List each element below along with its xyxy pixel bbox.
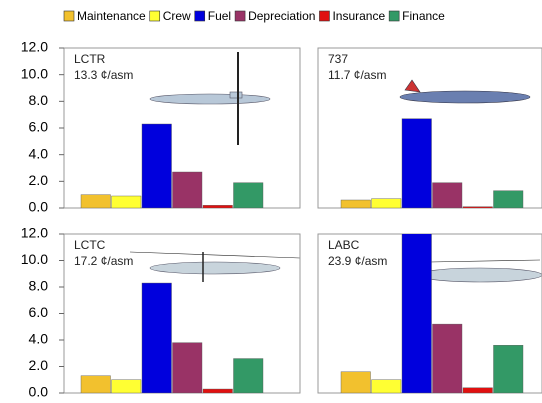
y-tick-label: 10.0 — [21, 65, 48, 81]
bar — [141, 282, 172, 393]
y-tick-label: 6.0 — [29, 119, 49, 135]
panel-subtitle: 13.3 ¢/asm — [74, 68, 133, 82]
bars — [80, 282, 264, 393]
y-tick-label: 8.0 — [29, 278, 49, 294]
bar — [233, 182, 264, 208]
legend-label: Insurance — [332, 9, 385, 23]
bar — [432, 182, 463, 208]
bar — [202, 388, 233, 393]
y-tick-label: 4.0 — [29, 145, 49, 161]
y-tick-label: 12.0 — [21, 225, 48, 241]
y-tick-label: 2.0 — [29, 172, 49, 188]
bar — [80, 375, 111, 393]
bar — [233, 358, 264, 393]
y-tick-label: 8.0 — [29, 92, 49, 108]
y-tick-label: 12.0 — [21, 39, 48, 55]
bar — [432, 323, 463, 393]
panel-title: LCTC — [74, 238, 106, 252]
aircraft-lctr — [149, 52, 271, 145]
aircraft-737 — [399, 79, 531, 104]
bars — [80, 123, 264, 208]
bar — [80, 194, 111, 208]
bar — [462, 206, 493, 208]
bar — [462, 387, 493, 393]
y-tick-label: 2.0 — [29, 357, 49, 373]
panel-title: LABC — [328, 238, 360, 252]
y-tick-label: 6.0 — [29, 304, 49, 320]
bar — [493, 345, 524, 393]
bar — [371, 198, 402, 208]
panel-subtitle: 11.7 ¢/asm — [328, 68, 386, 82]
bar — [401, 234, 432, 393]
y-tick-label: 0.0 — [29, 384, 49, 400]
y-tick-label: 4.0 — [29, 331, 49, 347]
bars — [340, 118, 524, 208]
bar — [371, 379, 402, 393]
panel-subtitle: 23.9 ¢/asm — [328, 254, 387, 268]
legend-swatch — [63, 10, 75, 22]
y-tick-label: 0.0 — [29, 199, 49, 215]
bar — [111, 195, 142, 208]
panel-title: 737 — [328, 52, 348, 66]
bar — [493, 190, 524, 208]
bars — [340, 234, 524, 393]
panel-title: LCTR — [74, 52, 106, 66]
legend-label: Finance — [402, 9, 445, 23]
aircraft-labc — [417, 259, 542, 288]
bar — [401, 118, 432, 208]
legend-swatch — [149, 10, 161, 22]
legend-label: Fuel — [208, 9, 231, 23]
bar — [111, 379, 142, 393]
bar — [172, 342, 203, 393]
legend-swatch — [194, 10, 206, 22]
legend-swatch — [319, 10, 330, 22]
legend: Maintenance Crew Fuel Depreciation Insurance… — [63, 9, 445, 23]
legend-label: Crew — [163, 9, 191, 23]
bar — [340, 199, 371, 208]
bar — [340, 371, 371, 393]
bar — [202, 205, 233, 208]
legend-swatch — [388, 10, 400, 22]
bar — [141, 123, 172, 208]
legend-label: Depreciation — [248, 9, 315, 23]
y-tick-label: 10.0 — [21, 251, 48, 267]
aircraft-lctc — [129, 251, 301, 282]
bar — [172, 171, 203, 208]
legend-swatch — [234, 10, 246, 22]
panel-subtitle: 17.2 ¢/asm — [74, 254, 133, 268]
legend-label: Maintenance — [77, 9, 146, 23]
